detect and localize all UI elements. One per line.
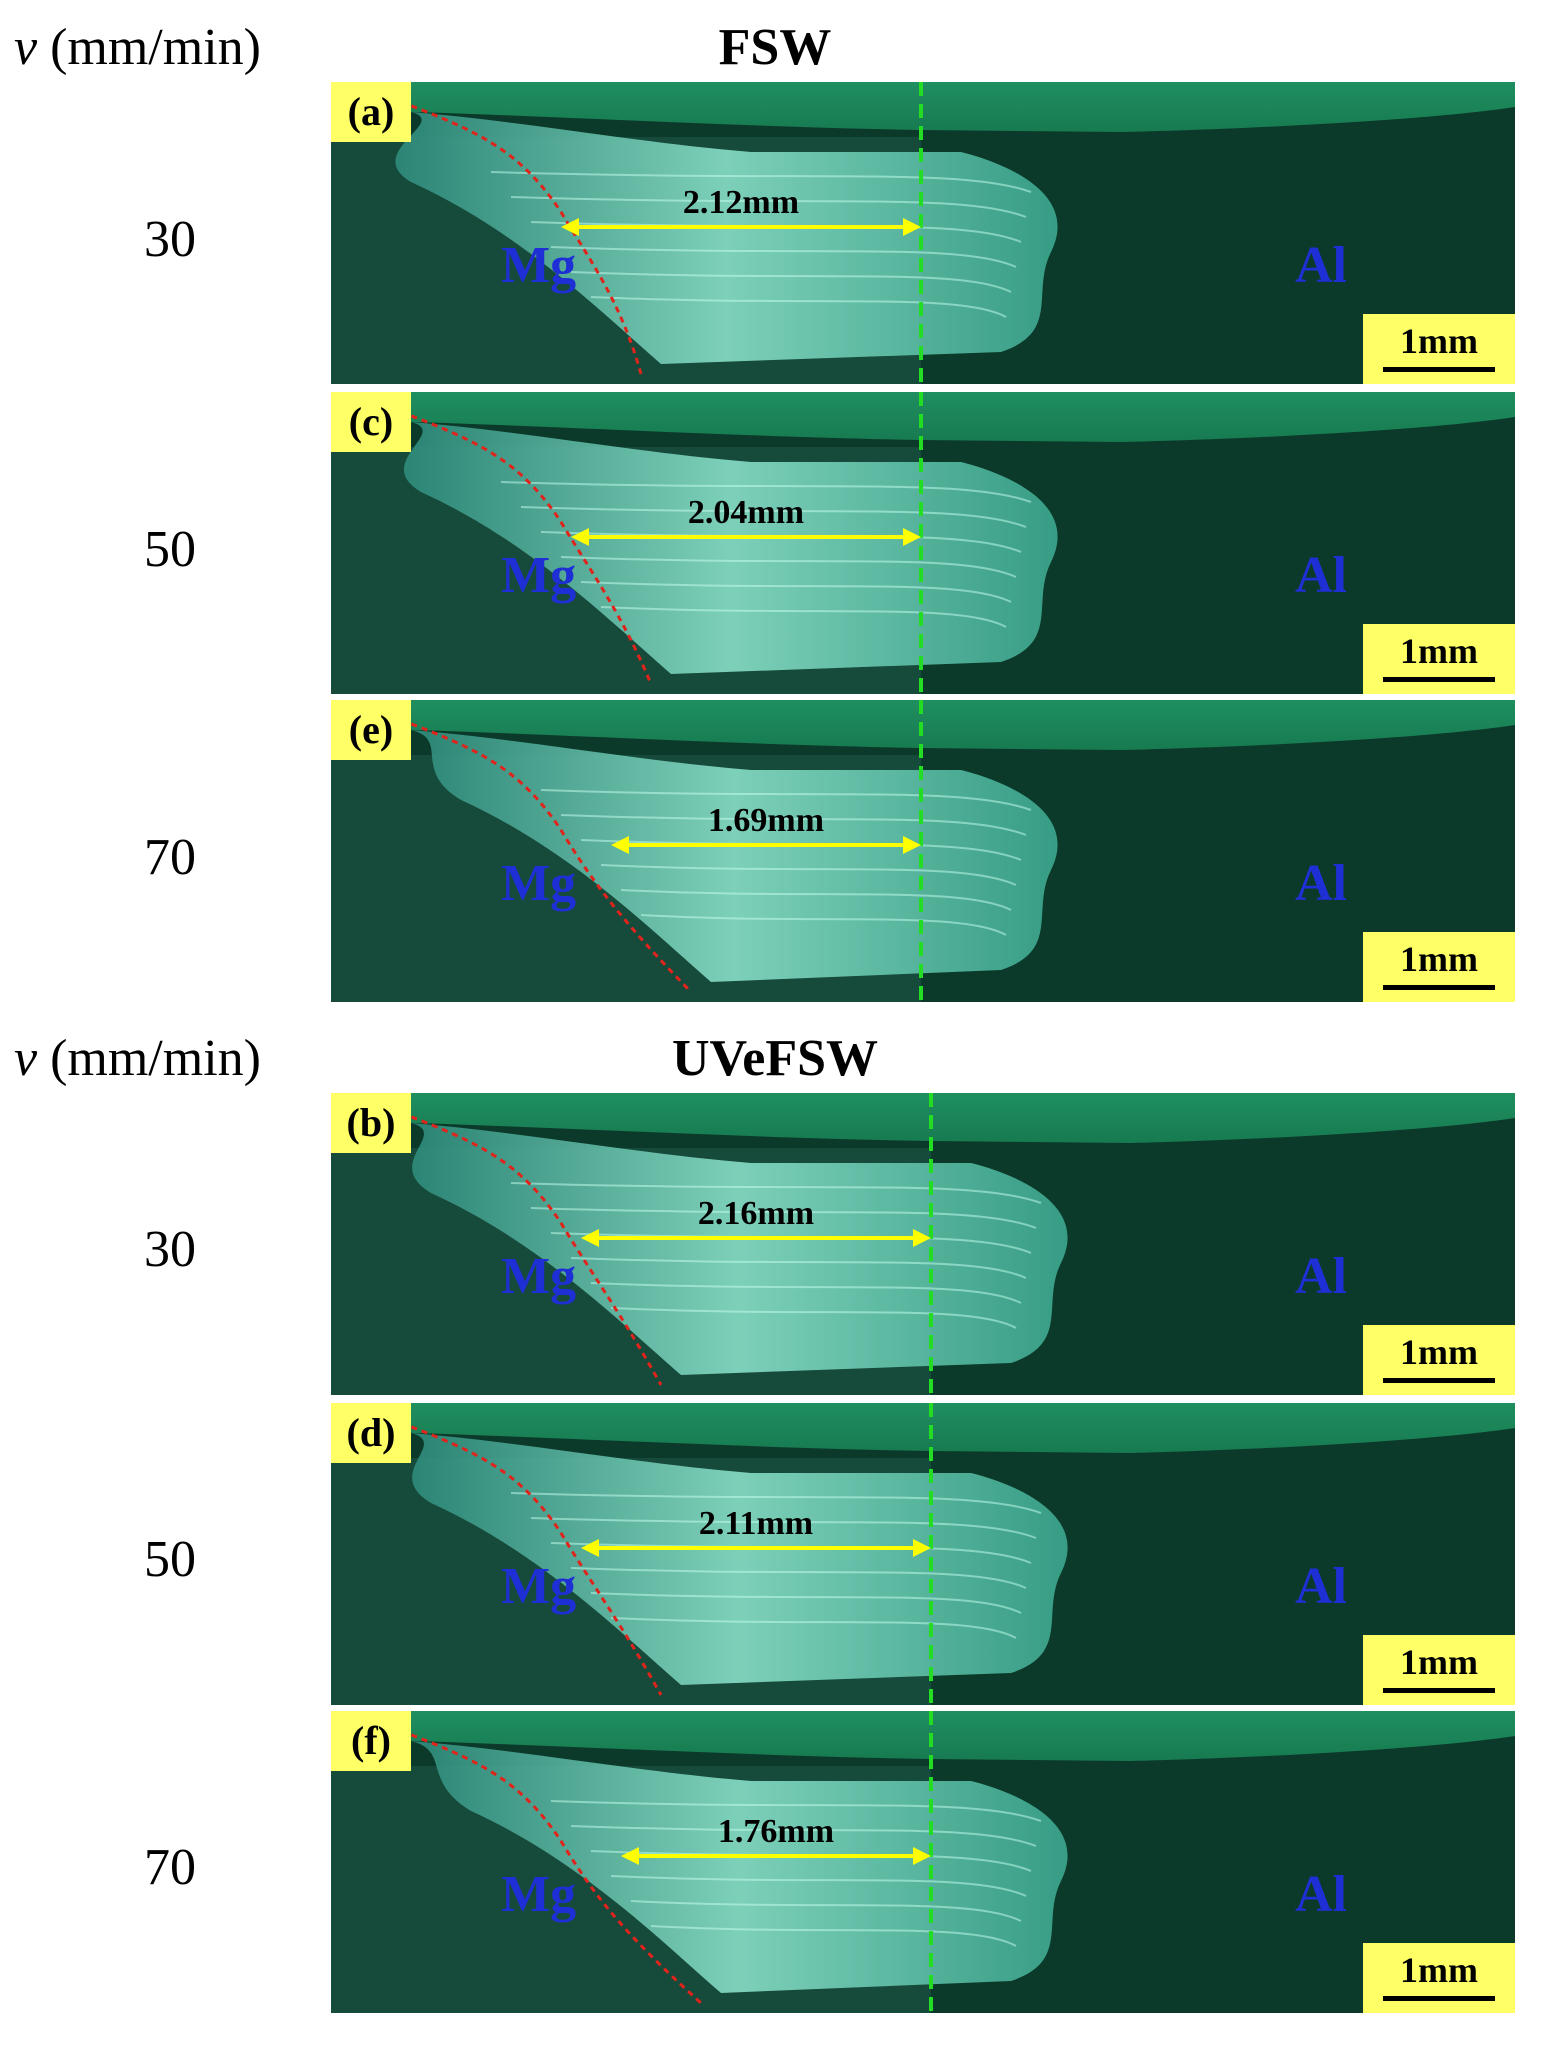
row-speed-label: 70 bbox=[144, 829, 196, 886]
scale-line bbox=[1383, 1688, 1495, 1693]
material-label-mg: Mg bbox=[501, 237, 576, 294]
micrograph-image: 2.12mm Mg Al bbox=[331, 82, 1515, 384]
velocity-unit: (mm/min) bbox=[50, 1030, 261, 1087]
boundary-line bbox=[400, 1111, 663, 1386]
row-speed-label: 50 bbox=[144, 1531, 196, 1588]
panel-tag: (e) bbox=[331, 700, 411, 760]
scale-bar: 1mm bbox=[1363, 932, 1515, 1002]
row-speed-label: 70 bbox=[144, 1839, 196, 1896]
panel-tag: (a) bbox=[331, 82, 411, 142]
distance-arrow bbox=[581, 1229, 931, 1247]
boundary-line bbox=[400, 1421, 663, 1696]
velocity-axis-label: v (mm/min) bbox=[14, 8, 261, 88]
micrograph-image: 1.69mm Mg Al bbox=[331, 700, 1515, 1002]
micrograph-panel-c: 2.04mm Mg Al (c) 1mm bbox=[331, 392, 1515, 694]
distance-arrow bbox=[571, 528, 921, 546]
material-label-mg: Mg bbox=[501, 1248, 576, 1305]
material-label-al: Al bbox=[1295, 1558, 1347, 1615]
panel-tag: (f) bbox=[331, 1711, 411, 1771]
scale-bar: 1mm bbox=[1363, 1943, 1515, 2013]
material-label-al: Al bbox=[1295, 237, 1347, 294]
scale-line bbox=[1383, 985, 1495, 990]
scale-label: 1mm bbox=[1400, 1642, 1478, 1682]
scale-label: 1mm bbox=[1400, 1950, 1478, 1990]
distance-label: 2.11mm bbox=[699, 1505, 813, 1542]
scale-bar: 1mm bbox=[1363, 314, 1515, 384]
velocity-unit: (mm/min) bbox=[50, 19, 261, 76]
micrograph-image: 2.16mm Mg Al bbox=[331, 1093, 1515, 1395]
distance-label: 1.69mm bbox=[708, 802, 824, 839]
scale-label: 1mm bbox=[1400, 321, 1478, 361]
material-label-mg: Mg bbox=[501, 1866, 576, 1923]
scale-bar: 1mm bbox=[1363, 624, 1515, 694]
section-header-fsw: v (mm/min) FSW bbox=[0, 8, 1550, 88]
scale-bar: 1mm bbox=[1363, 1635, 1515, 1705]
distance-arrow bbox=[561, 218, 921, 236]
micrograph-image: 2.11mm Mg Al bbox=[331, 1403, 1515, 1705]
panel-tag: (d) bbox=[331, 1403, 411, 1463]
scale-label: 1mm bbox=[1400, 631, 1478, 671]
boundary-line bbox=[400, 1729, 703, 2005]
material-label-mg: Mg bbox=[501, 547, 576, 604]
material-label-al: Al bbox=[1295, 1248, 1347, 1305]
row-speed-label: 30 bbox=[144, 211, 196, 268]
row-speed-label: 50 bbox=[144, 521, 196, 578]
scale-bar: 1mm bbox=[1363, 1325, 1515, 1395]
distance-label: 2.12mm bbox=[683, 184, 799, 221]
panel-tag: (c) bbox=[331, 392, 411, 452]
boundary-line bbox=[400, 100, 643, 375]
micrograph-panel-f: 1.76mm Mg Al (f) 1mm bbox=[331, 1711, 1515, 2013]
velocity-symbol: v bbox=[14, 19, 38, 76]
scale-label: 1mm bbox=[1400, 939, 1478, 979]
micrograph-panel-b: 2.16mm Mg Al (b) 1mm bbox=[331, 1093, 1515, 1395]
micrograph-image: 2.04mm Mg Al bbox=[331, 392, 1515, 694]
top-surface-band bbox=[331, 1711, 1515, 1761]
material-label-mg: Mg bbox=[501, 855, 576, 912]
boundary-line bbox=[400, 410, 653, 685]
scale-label: 1mm bbox=[1400, 1332, 1478, 1372]
material-label-mg: Mg bbox=[501, 1558, 576, 1615]
scale-line bbox=[1383, 367, 1495, 372]
distance-label: 1.76mm bbox=[718, 1813, 834, 1850]
scale-line bbox=[1383, 1996, 1495, 2001]
velocity-axis-label: v (mm/min) bbox=[14, 1019, 261, 1099]
micrograph-panel-e: 1.69mm Mg Al (e) 1mm bbox=[331, 700, 1515, 1002]
section-title: FSW bbox=[718, 19, 832, 76]
boundary-line bbox=[400, 718, 693, 994]
micrograph-panel-d: 2.11mm Mg Al (d) 1mm bbox=[331, 1403, 1515, 1705]
distance-arrow bbox=[581, 1539, 931, 1557]
panel-tag: (b) bbox=[331, 1093, 411, 1153]
material-label-al: Al bbox=[1295, 1866, 1347, 1923]
material-label-al: Al bbox=[1295, 855, 1347, 912]
top-surface-band bbox=[331, 1403, 1515, 1453]
scale-line bbox=[1383, 677, 1495, 682]
velocity-symbol: v bbox=[14, 1030, 38, 1087]
micrograph-image: 1.76mm Mg Al bbox=[331, 1711, 1515, 2013]
top-surface-band bbox=[331, 1093, 1515, 1143]
section-title: UVeFSW bbox=[671, 1030, 879, 1087]
scale-line bbox=[1383, 1378, 1495, 1383]
row-speed-label: 30 bbox=[144, 1221, 196, 1278]
distance-label: 2.04mm bbox=[688, 494, 804, 531]
distance-label: 2.16mm bbox=[698, 1195, 814, 1232]
distance-arrow bbox=[621, 1847, 931, 1865]
micrograph-panel-a: 2.12mm Mg Al (a) 1mm bbox=[331, 82, 1515, 384]
section-header-uvefsw: v (mm/min) UVeFSW bbox=[0, 1019, 1550, 1099]
distance-arrow bbox=[611, 836, 921, 854]
material-label-al: Al bbox=[1295, 547, 1347, 604]
